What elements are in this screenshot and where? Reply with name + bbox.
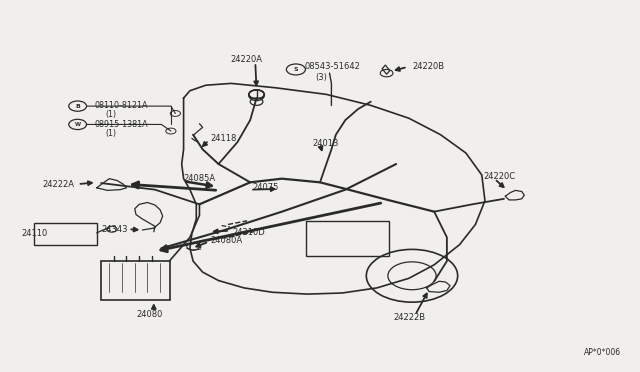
Text: 24222A: 24222A — [42, 180, 74, 189]
Text: 24013: 24013 — [312, 139, 339, 148]
Text: 24220C: 24220C — [484, 171, 516, 181]
Text: 08543-51642: 08543-51642 — [304, 62, 360, 71]
Text: 24118: 24118 — [211, 134, 237, 143]
Text: 24210D: 24210D — [232, 228, 265, 237]
Text: 24075: 24075 — [252, 183, 278, 192]
Text: 24220B: 24220B — [412, 62, 444, 71]
Text: 24343: 24343 — [102, 225, 128, 234]
Text: W: W — [75, 122, 81, 127]
Text: 24110: 24110 — [22, 229, 48, 238]
Text: 08915-1381A: 08915-1381A — [95, 120, 148, 129]
Text: 24080A: 24080A — [211, 237, 243, 246]
Bar — [101, 261, 170, 300]
Text: 08110-8121A: 08110-8121A — [95, 101, 148, 110]
Text: B: B — [76, 104, 80, 109]
Text: (3): (3) — [315, 73, 327, 83]
Text: (1): (1) — [106, 129, 116, 138]
Text: 24080: 24080 — [136, 311, 163, 320]
Text: AP*0*006: AP*0*006 — [584, 349, 621, 357]
Text: S: S — [294, 67, 298, 72]
Text: 24222B: 24222B — [393, 314, 425, 323]
Text: 24085A: 24085A — [184, 174, 216, 183]
Bar — [306, 221, 388, 256]
Bar — [35, 223, 97, 245]
Text: 24220A: 24220A — [230, 55, 262, 64]
Text: (1): (1) — [106, 110, 116, 119]
